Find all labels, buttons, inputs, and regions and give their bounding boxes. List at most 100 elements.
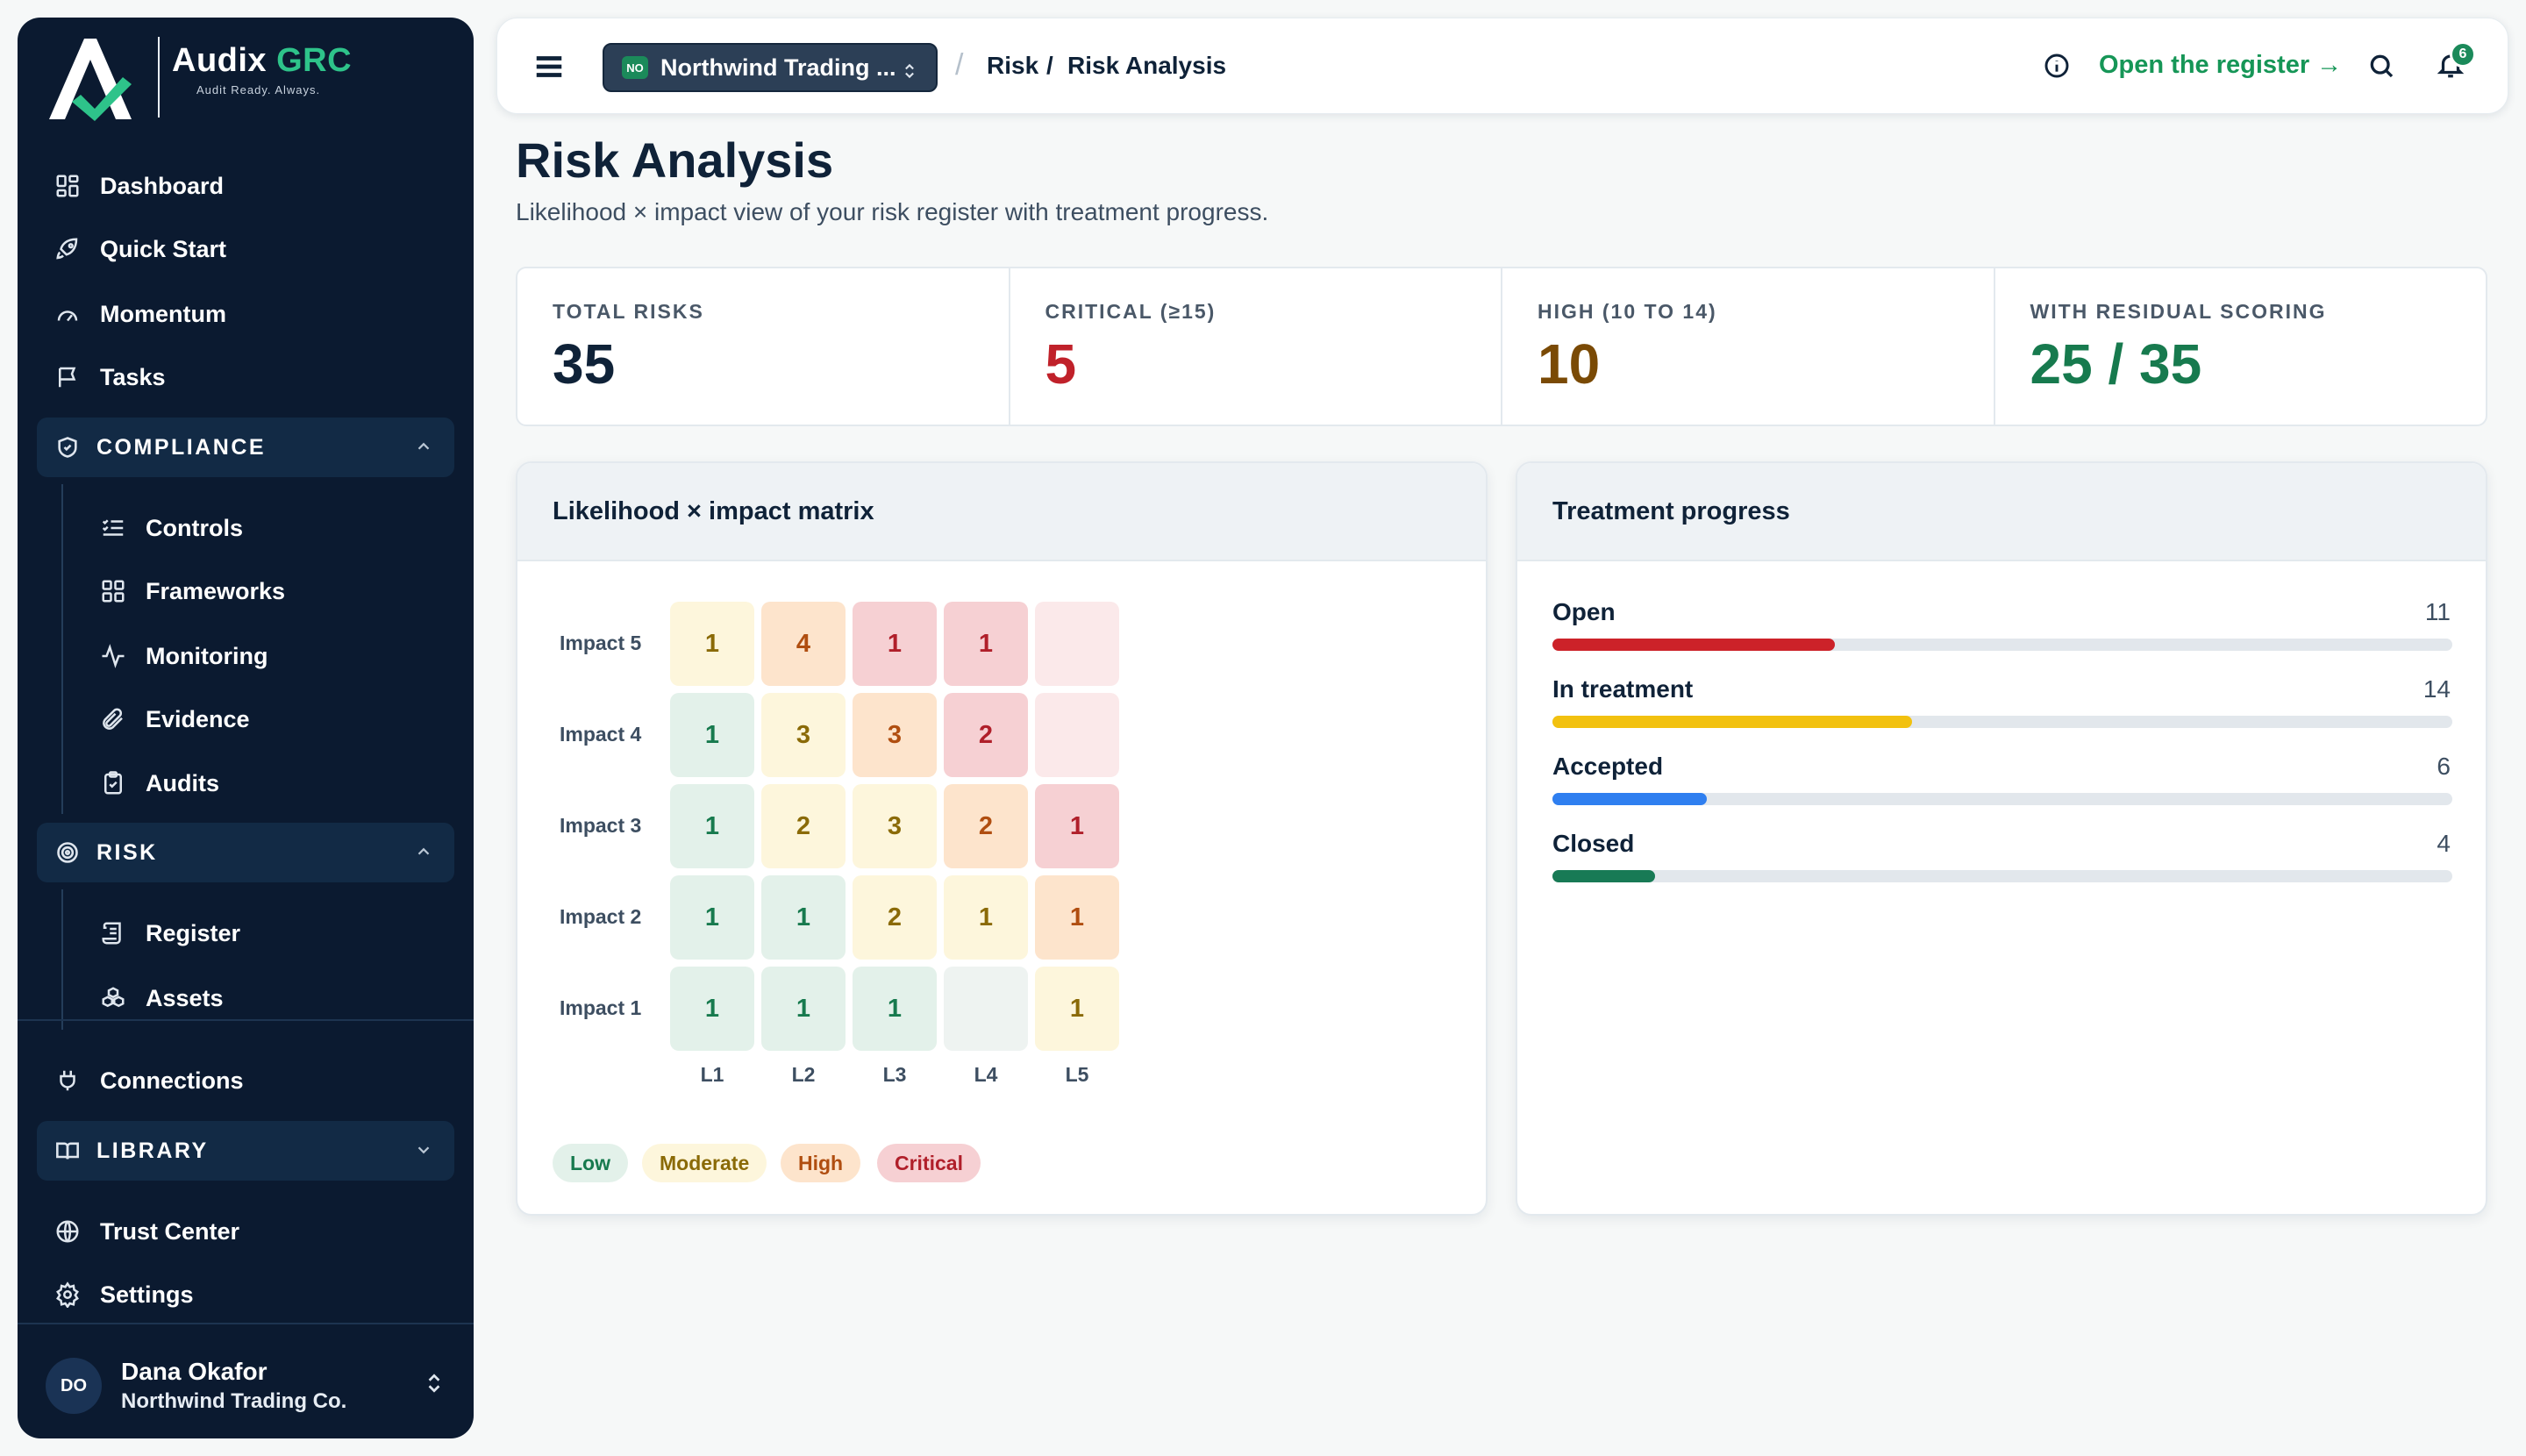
- matrix-cell[interactable]: 1: [670, 602, 754, 686]
- matrix-row-label: Impact 4: [560, 723, 642, 746]
- tree-line: [61, 484, 63, 814]
- chevron-up-icon[interactable]: [414, 437, 435, 458]
- book-open-icon: [54, 1138, 81, 1164]
- matrix-col-label: L3: [882, 1063, 907, 1086]
- matrix-cell[interactable]: 3: [853, 784, 937, 868]
- sidebar-item-controls[interactable]: Controls: [98, 503, 243, 553]
- sidebar-item-connections[interactable]: Connections: [53, 1056, 244, 1105]
- info-icon[interactable]: [2043, 52, 2073, 82]
- breadcrumb-risk[interactable]: Risk: [987, 52, 1039, 79]
- legend-pill: Moderate: [642, 1144, 767, 1182]
- matrix-cell[interactable]: 1: [761, 875, 846, 960]
- sidebar-item-label: Register: [146, 919, 241, 946]
- menu-icon[interactable]: [532, 50, 567, 85]
- matrix-cell[interactable]: 2: [761, 784, 846, 868]
- org-switcher[interactable]: NO Northwind Trading ...: [603, 43, 938, 92]
- plug-icon: [53, 1066, 82, 1096]
- sidebar-item-register[interactable]: Register: [98, 909, 240, 958]
- user-name: Dana Okafor: [121, 1358, 268, 1385]
- matrix-cell[interactable]: 2: [853, 875, 937, 960]
- sidebar-divider: [18, 1019, 474, 1021]
- matrix-cell[interactable]: 1: [670, 693, 754, 777]
- stat-value: 5: [1045, 332, 1077, 396]
- matrix-cell[interactable]: 4: [761, 602, 846, 686]
- brand-divider: [158, 37, 160, 118]
- treatment-card-title: Treatment progress: [1517, 463, 2486, 561]
- globe-icon: [53, 1217, 82, 1246]
- chevron-up-icon[interactable]: [414, 842, 435, 863]
- user-menu[interactable]: DO Dana Okafor Northwind Trading Co.: [46, 1351, 458, 1421]
- sidebar-item-assets[interactable]: Assets: [98, 974, 224, 1023]
- matrix-cell[interactable]: 2: [944, 693, 1028, 777]
- sidebar: Audix GRC Audit Ready. Always. Dashboard…: [18, 18, 474, 1438]
- chevron-down-icon[interactable]: [414, 1140, 435, 1161]
- progress-label: Open: [1552, 598, 1616, 625]
- breadcrumb-separator: /: [1046, 52, 1053, 79]
- matrix-cell[interactable]: 3: [761, 693, 846, 777]
- matrix-cell[interactable]: 1: [853, 967, 937, 1051]
- scroll-icon: [98, 918, 128, 948]
- sidebar-item-evidence[interactable]: Evidence: [98, 695, 250, 744]
- sidebar-item-trust-center[interactable]: Trust Center: [53, 1207, 239, 1256]
- activity-icon: [98, 641, 128, 671]
- brand-name-main: Audix: [172, 42, 268, 79]
- matrix-cell[interactable]: 1: [944, 875, 1028, 960]
- sidebar-item-label: Trust Center: [100, 1217, 240, 1245]
- sidebar-item-tasks[interactable]: Tasks: [53, 353, 166, 402]
- matrix-cell[interactable]: 3: [853, 693, 937, 777]
- treatment-card: Treatment progress Open 11 In treatment 14 A…: [1516, 461, 2487, 1216]
- stat-residual-scoring: WITH RESIDUAL SCORING 25 / 35: [1995, 268, 2487, 425]
- matrix-cell[interactable]: 2: [944, 784, 1028, 868]
- stat-label: HIGH (10 TO 14): [1538, 300, 1717, 323]
- stat-value: 25 / 35: [2030, 332, 2202, 396]
- stat-label: WITH RESIDUAL SCORING: [2030, 300, 2327, 323]
- matrix-cell[interactable]: [944, 967, 1028, 1051]
- section-library[interactable]: LIBRARY: [37, 1121, 454, 1181]
- brand[interactable]: [46, 25, 156, 128]
- sidebar-item-label: Connections: [100, 1067, 244, 1094]
- sidebar-item-settings[interactable]: Settings: [53, 1270, 194, 1319]
- matrix-cell[interactable]: 1: [1035, 875, 1119, 960]
- matrix-cell[interactable]: 1: [670, 967, 754, 1051]
- sidebar-item-audits[interactable]: Audits: [98, 759, 219, 808]
- matrix-cell[interactable]: 1: [1035, 784, 1119, 868]
- sidebar-item-dashboard[interactable]: Dashboard: [53, 161, 224, 211]
- grid-icon: [53, 171, 82, 201]
- gear-icon: [53, 1280, 82, 1310]
- brand-name-accent: GRC: [276, 42, 353, 79]
- sidebar-item-frameworks[interactable]: Frameworks: [98, 567, 285, 616]
- matrix-row-label: Impact 1: [560, 996, 642, 1019]
- rocket-icon: [53, 234, 82, 264]
- sidebar-item-momentum[interactable]: Momentum: [53, 289, 226, 339]
- matrix-cell[interactable]: 1: [1035, 967, 1119, 1051]
- sidebar-item-label: Dashboard: [100, 172, 225, 199]
- progress-track: [1552, 716, 2452, 728]
- matrix-cell[interactable]: 1: [944, 602, 1028, 686]
- org-name: Northwind Trading ...: [660, 54, 896, 81]
- matrix-cell[interactable]: 1: [670, 784, 754, 868]
- section-compliance-label: COMPLIANCE: [96, 434, 267, 460]
- grid-icon: [98, 576, 128, 606]
- open-register-link[interactable]: Open the register →: [2099, 51, 2343, 79]
- boxes-icon: [98, 983, 128, 1013]
- stat-high: HIGH (10 TO 14) 10: [1502, 268, 1995, 425]
- audix-logo-icon: [49, 39, 132, 121]
- matrix-cell[interactable]: 1: [761, 967, 846, 1051]
- page-title: Risk Analysis: [516, 132, 834, 188]
- progress-count: 6: [2437, 753, 2451, 780]
- search-icon[interactable]: [2367, 52, 2397, 82]
- matrix-cell[interactable]: 1: [853, 602, 937, 686]
- matrix-cell[interactable]: 1: [670, 875, 754, 960]
- chevron-up-down-icon: [423, 1372, 449, 1398]
- section-risk[interactable]: RISK: [37, 823, 454, 882]
- stat-value: 10: [1538, 332, 1601, 396]
- sidebar-item-quick-start[interactable]: Quick Start: [53, 225, 226, 274]
- progress-track: [1552, 870, 2452, 882]
- section-compliance[interactable]: COMPLIANCE: [37, 418, 454, 477]
- progress-count: 4: [2437, 830, 2451, 857]
- matrix-cell[interactable]: [1035, 693, 1119, 777]
- breadcrumb-current: Risk Analysis: [1067, 52, 1227, 79]
- matrix-cell[interactable]: [1035, 602, 1119, 686]
- sidebar-item-monitoring[interactable]: Monitoring: [98, 632, 268, 681]
